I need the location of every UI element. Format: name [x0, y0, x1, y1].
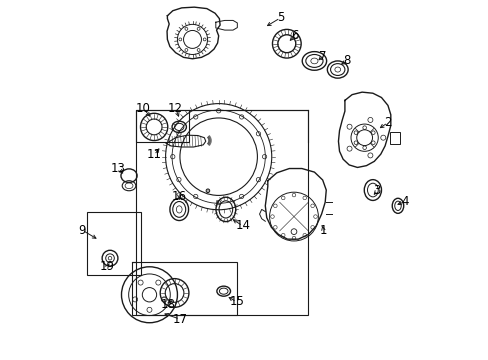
Text: 18: 18	[161, 298, 176, 311]
Text: 17: 17	[172, 312, 187, 326]
Text: 5: 5	[276, 12, 284, 24]
Text: 10: 10	[136, 102, 150, 115]
Circle shape	[206, 189, 209, 193]
Text: 4: 4	[401, 195, 408, 208]
Bar	[131, 262, 237, 315]
Bar	[389, 132, 399, 144]
Text: 8: 8	[343, 54, 350, 67]
Bar	[136, 110, 307, 315]
Text: 13: 13	[111, 162, 125, 175]
Text: 14: 14	[235, 219, 250, 233]
Text: 12: 12	[168, 102, 183, 115]
Bar	[136, 110, 189, 142]
Text: 9: 9	[79, 224, 86, 237]
Text: 11: 11	[146, 148, 162, 161]
Text: 6: 6	[290, 29, 298, 42]
Bar	[87, 212, 140, 275]
Text: 15: 15	[229, 296, 244, 309]
Text: 2: 2	[384, 116, 391, 129]
Text: 3: 3	[373, 184, 380, 197]
Text: 19: 19	[100, 260, 115, 273]
Text: 16: 16	[171, 190, 186, 203]
Text: 7: 7	[318, 50, 326, 63]
Text: 1: 1	[319, 224, 326, 237]
